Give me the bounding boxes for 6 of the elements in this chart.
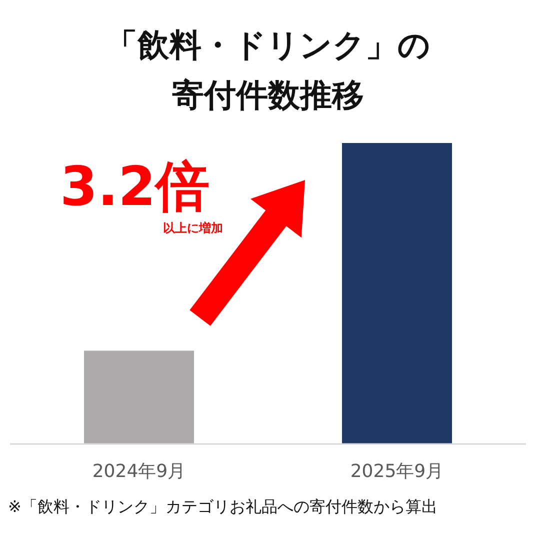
x-tick-label: 2024年9月 [92, 461, 186, 482]
text: ※「飲料・ドリンク」カテゴリお礼品への寄付件数から算出 [8, 496, 438, 518]
annotation: 以上に増加 [163, 221, 223, 235]
annotation: 3.2倍 [60, 155, 210, 218]
x-tick-label: 2025年9月 [350, 461, 444, 482]
chart-title: 「飲料・ドリンク」の寄付件数推移 [104, 25, 432, 116]
